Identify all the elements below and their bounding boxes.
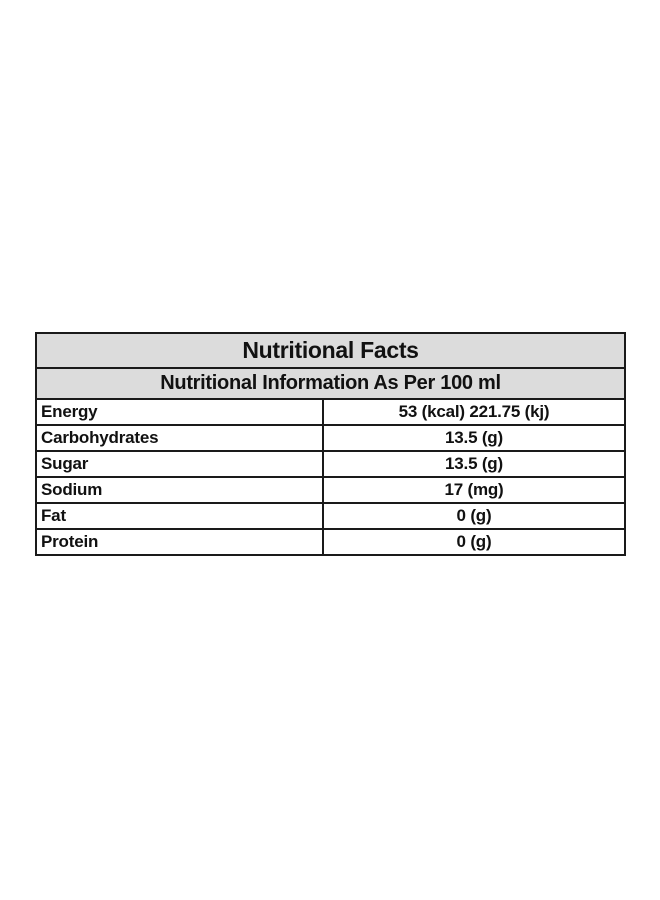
table-row: Carbohydrates 13.5 (g): [35, 424, 626, 452]
nutrition-facts-table: Nutritional Facts Nutritional Informatio…: [35, 332, 626, 556]
table-title-row: Nutritional Facts: [35, 332, 626, 369]
table-row: Energy 53 (kcal) 221.75 (kj): [35, 398, 626, 426]
nutrient-name-carbohydrates: Carbohydrates: [35, 424, 324, 452]
table-row: Fat 0 (g): [35, 502, 626, 530]
nutrient-value-fat: 0 (g): [322, 502, 626, 530]
table-row: Sugar 13.5 (g): [35, 450, 626, 478]
nutrient-value-energy: 53 (kcal) 221.75 (kj): [322, 398, 626, 426]
nutrient-name-sodium: Sodium: [35, 476, 324, 504]
table-row: Sodium 17 (mg): [35, 476, 626, 504]
nutrient-name-protein: Protein: [35, 528, 324, 556]
table-row: Protein 0 (g): [35, 528, 626, 556]
nutrient-name-energy: Energy: [35, 398, 324, 426]
table-title: Nutritional Facts: [35, 332, 626, 369]
nutrient-name-fat: Fat: [35, 502, 324, 530]
table-subtitle: Nutritional Information As Per 100 ml: [35, 367, 626, 400]
nutrient-name-sugar: Sugar: [35, 450, 324, 478]
nutrient-value-protein: 0 (g): [322, 528, 626, 556]
nutrient-value-sodium: 17 (mg): [322, 476, 626, 504]
nutrient-value-carbohydrates: 13.5 (g): [322, 424, 626, 452]
nutrient-value-sugar: 13.5 (g): [322, 450, 626, 478]
table-subtitle-row: Nutritional Information As Per 100 ml: [35, 367, 626, 400]
